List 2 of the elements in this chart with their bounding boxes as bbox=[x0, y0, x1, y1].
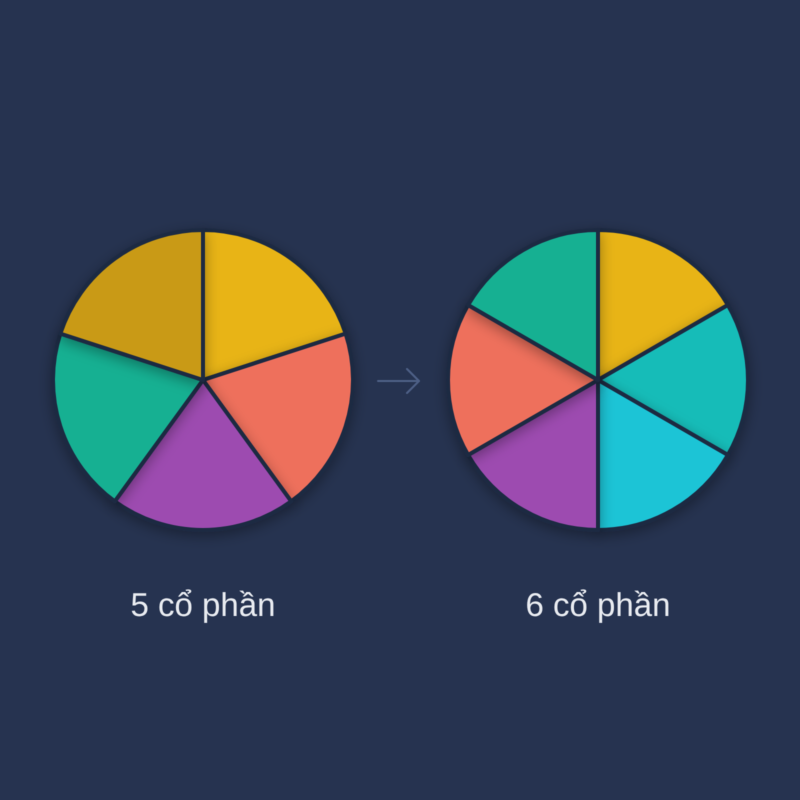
text: 5 cổ phần bbox=[130, 586, 276, 623]
text: 6 cổ phần bbox=[526, 586, 670, 623]
